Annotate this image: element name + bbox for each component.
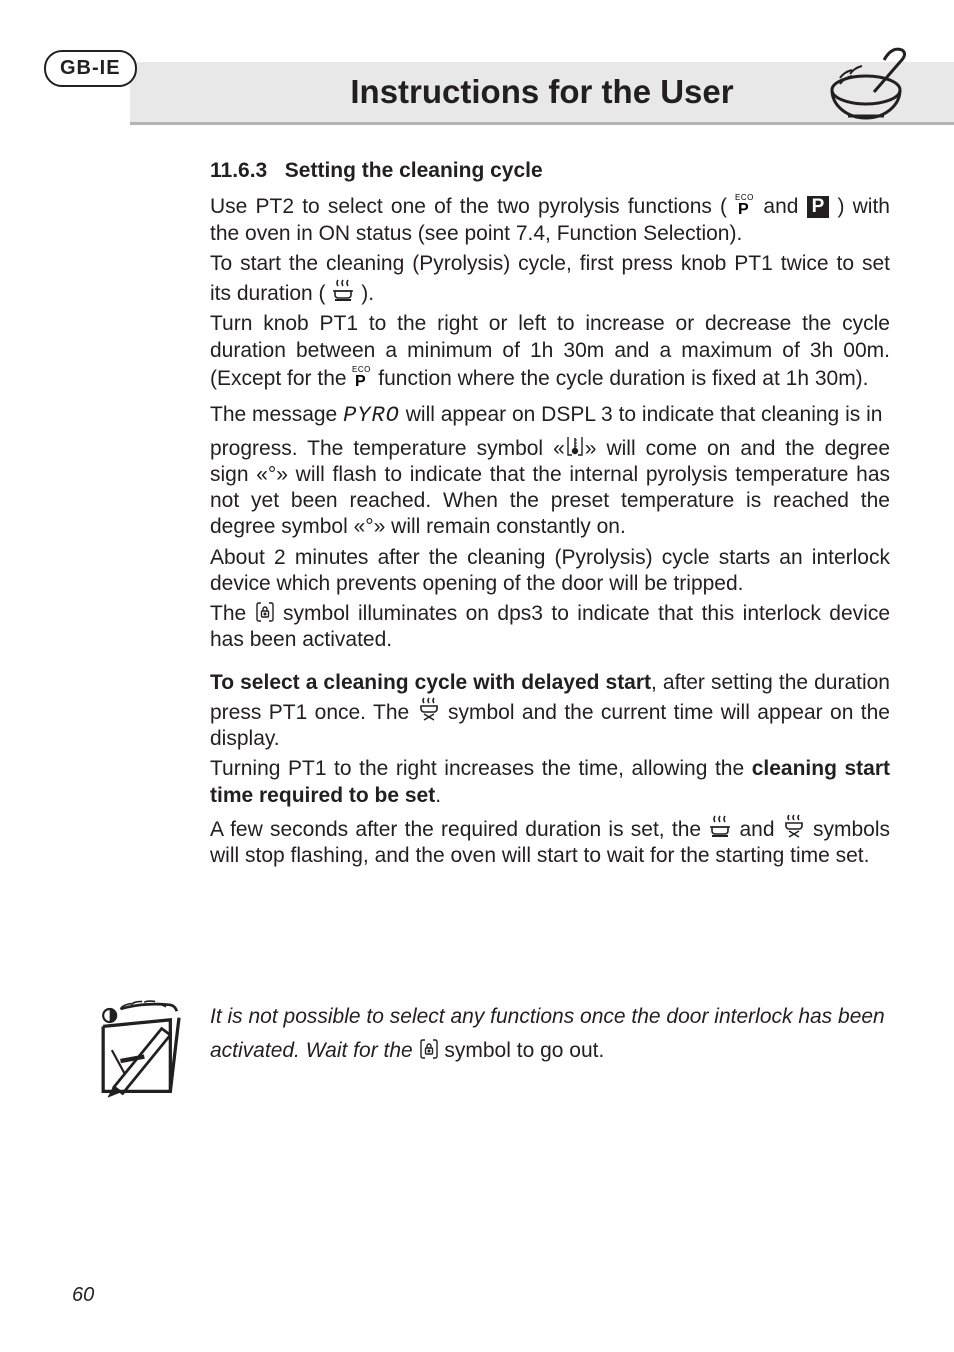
note-block: It is not possible to select any functio… [88, 1000, 890, 1067]
text: Turning PT1 to the right increases the t… [210, 757, 752, 780]
para-1: Use PT2 to select one of the two pyrolys… [210, 192, 890, 247]
para-3: Turn knob PT1 to the right or left to in… [210, 311, 890, 392]
para-7: The symbol illuminates on dps3 to indica… [210, 601, 890, 654]
section-heading: 11.6.3 Setting the cleaning cycle [210, 158, 890, 184]
section-title: Setting the cleaning cycle [285, 159, 543, 182]
text: progress. The temperature symbol « [210, 437, 565, 460]
note-line-2: activated. Wait for the symbol to go out… [210, 1034, 890, 1068]
pyro-display-text: PYRO [343, 403, 400, 428]
body-content: 11.6.3 Setting the cleaning cycle Use PT… [210, 158, 890, 873]
para-5: progress. The temperature symbol « » will… [210, 434, 890, 541]
text: activated. Wait for the [210, 1039, 419, 1062]
note-line-1: It is not possible to select any functio… [210, 1000, 890, 1034]
p-black-icon: P [807, 196, 830, 218]
text: will appear on DSPL 3 to indicate that c… [406, 403, 883, 426]
page-title: Instructions for the User [350, 71, 733, 112]
text-bold: To select a cleaning cycle with delayed … [210, 671, 651, 694]
text: The message [210, 403, 343, 426]
text: function where the cycle duration is fix… [378, 367, 868, 390]
text: symbol illuminates on dps3 to indicate t… [210, 602, 890, 651]
degree-sign: ° [365, 515, 373, 538]
para-4: The message PYRO will appear on DSPL 3 t… [210, 402, 890, 430]
section-number: 11.6.3 [210, 159, 267, 182]
pot-x-icon [417, 696, 441, 722]
page-number: 60 [72, 1283, 94, 1308]
text: To start the cleaning (Pyrolysis) cycle,… [210, 252, 890, 305]
thermometer-icon [565, 434, 585, 458]
region-badge: GB-IE [44, 50, 137, 87]
text: and [763, 195, 806, 218]
text: A few seconds after the required duratio… [210, 818, 708, 841]
lock-icon [255, 601, 275, 623]
text: symbol to go out. [439, 1039, 605, 1062]
text: and [732, 818, 781, 841]
text: Use PT2 to select one of the two pyrolys… [210, 195, 727, 218]
para-8: To select a cleaning cycle with delayed … [210, 670, 890, 753]
text: . [435, 784, 441, 807]
pot-x-icon [782, 813, 806, 839]
lock-icon [419, 1038, 439, 1060]
page: GB-IE Instructions for the User 11.6.3 S… [0, 0, 954, 1352]
para-2: To start the cleaning (Pyrolysis) cycle,… [210, 251, 890, 308]
bowl-spoon-icon [826, 40, 918, 132]
eco-p-icon [735, 192, 755, 216]
para-6: About 2 minutes after the cleaning (Pyro… [210, 545, 890, 598]
pot-duration-icon [331, 277, 355, 303]
eco-p-icon [352, 364, 372, 388]
text: » will remain constantly on. [374, 515, 626, 538]
text: The [210, 602, 255, 625]
notepad-icon [88, 996, 192, 1100]
pot-duration-icon [708, 813, 732, 839]
note-text: It is not possible to select any functio… [210, 1000, 890, 1067]
para-9: Turning PT1 to the right increases the t… [210, 756, 890, 809]
text: ). [361, 282, 374, 305]
para-10: A few seconds after the required duratio… [210, 813, 890, 870]
